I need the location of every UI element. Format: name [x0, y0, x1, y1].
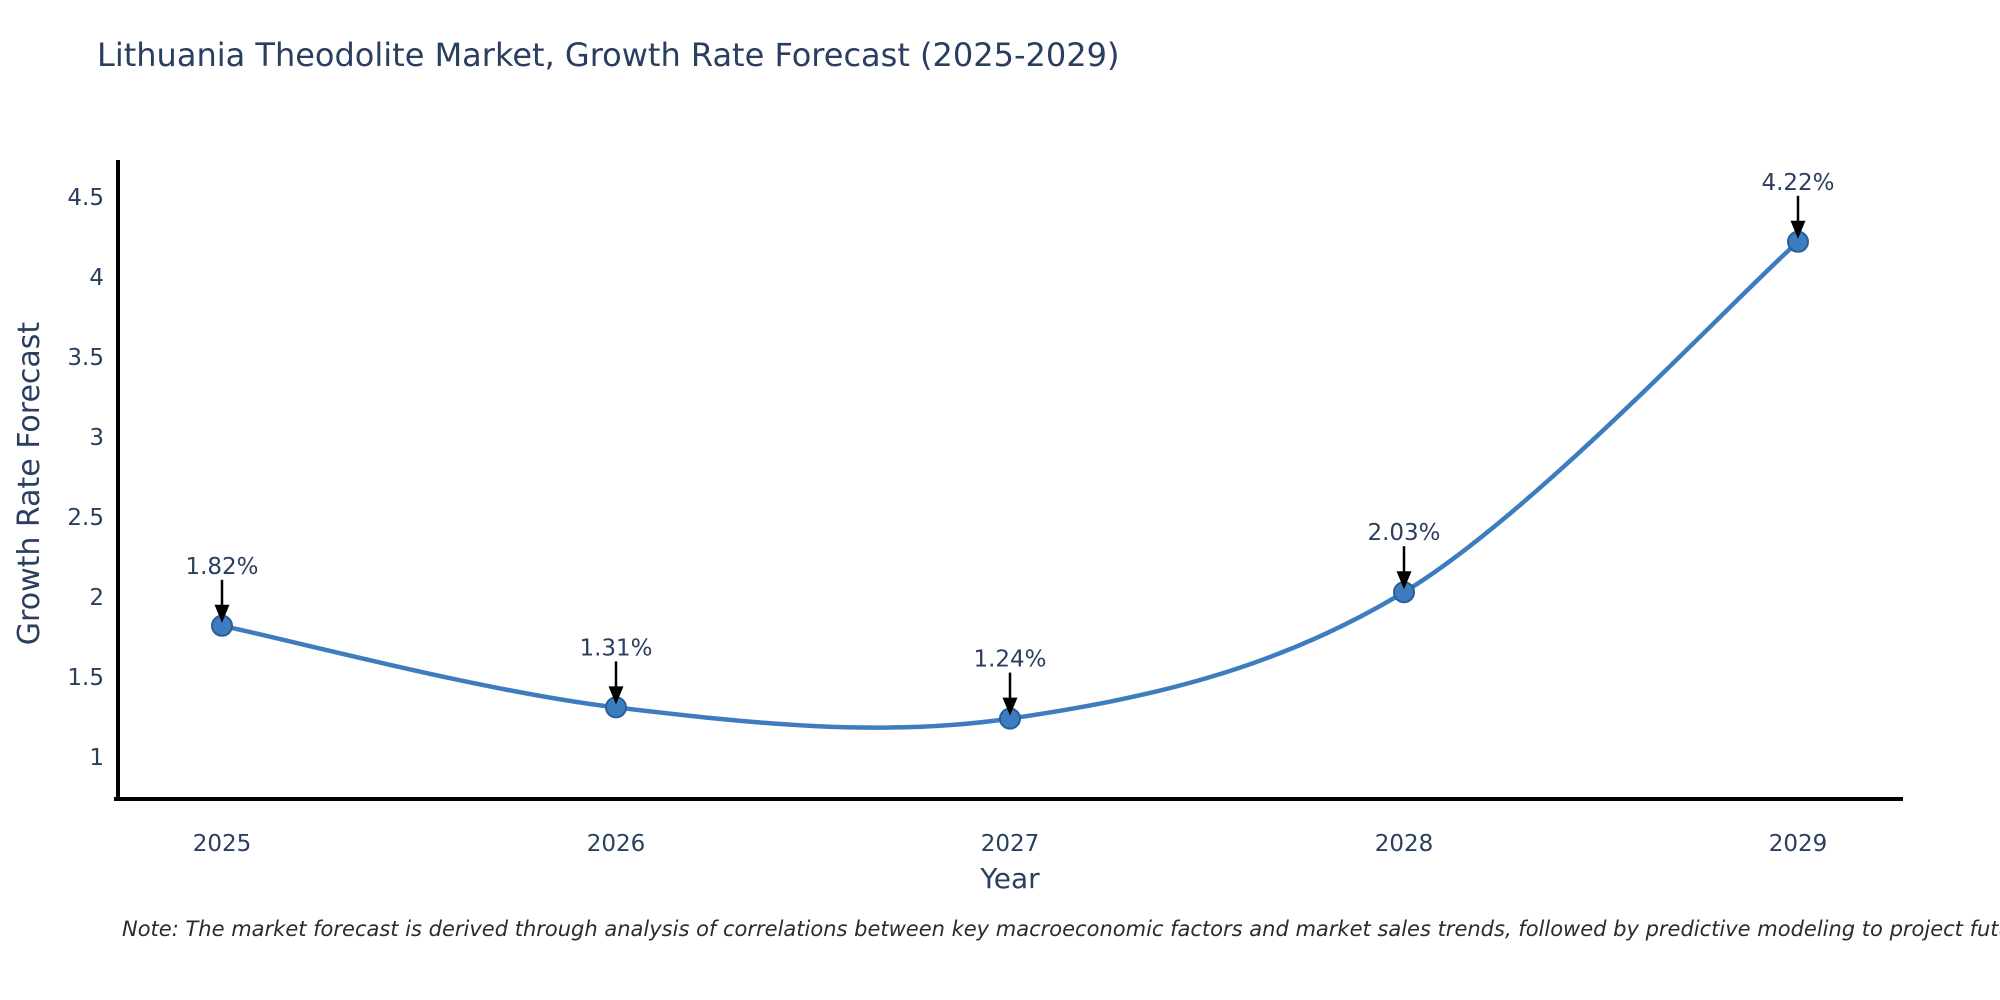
y-tick-label: 2 — [89, 585, 104, 611]
annotation-arrowhead — [1002, 697, 1018, 716]
annotation-arrowhead — [214, 604, 230, 623]
x-tick-label: 2028 — [1375, 831, 1434, 857]
point-label: 1.82% — [185, 554, 258, 580]
x-axis-title: Year — [980, 862, 1040, 895]
y-tick-label: 4.5 — [67, 185, 104, 211]
annotation-arrowhead — [1790, 220, 1806, 239]
y-tick-label: 4 — [89, 265, 104, 291]
y-tick-label: 3 — [89, 425, 104, 451]
y-tick-label: 1 — [89, 745, 104, 771]
y-tick-label: 2.5 — [67, 505, 104, 531]
point-label: 1.24% — [973, 647, 1046, 673]
x-tick-label: 2026 — [587, 831, 646, 857]
x-tick-label: 2027 — [981, 831, 1040, 857]
x-tick-label: 2029 — [1769, 831, 1828, 857]
point-label: 2.03% — [1367, 520, 1440, 546]
point-label: 1.31% — [579, 635, 652, 661]
y-tick-label: 3.5 — [67, 345, 104, 371]
x-tick-label: 2025 — [193, 831, 252, 857]
y-tick-label: 1.5 — [67, 665, 104, 691]
annotation-arrowhead — [1396, 571, 1412, 590]
footnote: Note: The market forecast is derived thr… — [122, 917, 2000, 941]
point-label: 4.22% — [1761, 170, 1834, 196]
annotation-arrowhead — [608, 686, 624, 705]
forecast-line — [219, 239, 1801, 730]
chart-title: Lithuania Theodolite Market, Growth Rate… — [97, 36, 1120, 74]
